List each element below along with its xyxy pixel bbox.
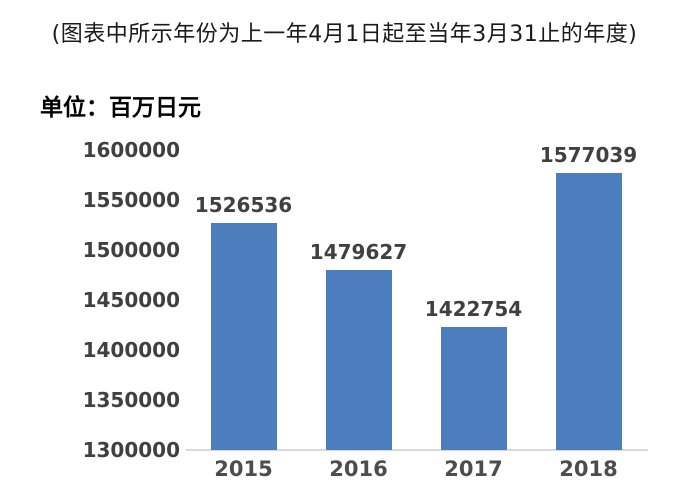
x-axis: 2015 2016 2017 2018 [186, 456, 646, 486]
bar-2016 [325, 270, 392, 450]
y-tick-label: 1400000 [82, 338, 180, 362]
bar-2015 [210, 223, 277, 450]
y-tick-label: 1450000 [82, 288, 180, 312]
bar-value-label-2015: 1526536 [194, 193, 293, 218]
y-tick-label: 1600000 [82, 138, 180, 162]
bar-value-label-2018: 1577039 [539, 142, 638, 167]
x-axis-line [186, 449, 648, 451]
y-tick-label: 1300000 [82, 438, 180, 462]
y-tick-label: 1500000 [82, 238, 180, 262]
y-tick-label: 1350000 [82, 388, 180, 412]
x-tick-label-2016: 2016 [329, 457, 388, 481]
unit-label: 单位：百万日元 [40, 95, 201, 121]
bar-2018 [555, 172, 622, 450]
plot-area: 1526536 1479627 1422754 1577039 [186, 144, 648, 451]
bar-value-label-2017: 1422754 [424, 297, 523, 322]
x-tick-label-2018: 2018 [559, 457, 618, 481]
y-tick-label: 1550000 [82, 188, 180, 212]
x-tick-label-2017: 2017 [444, 457, 503, 481]
chart-note: (图表中所示年份为上一年4月1日起至当年3月31止的年度) [51, 22, 638, 47]
y-axis: 1600000 1550000 1500000 1450000 1400000 13500… [0, 138, 180, 462]
x-tick-label-2015: 2015 [214, 457, 273, 481]
bar-value-label-2016: 1479627 [309, 240, 408, 265]
bar-2017 [440, 327, 507, 450]
